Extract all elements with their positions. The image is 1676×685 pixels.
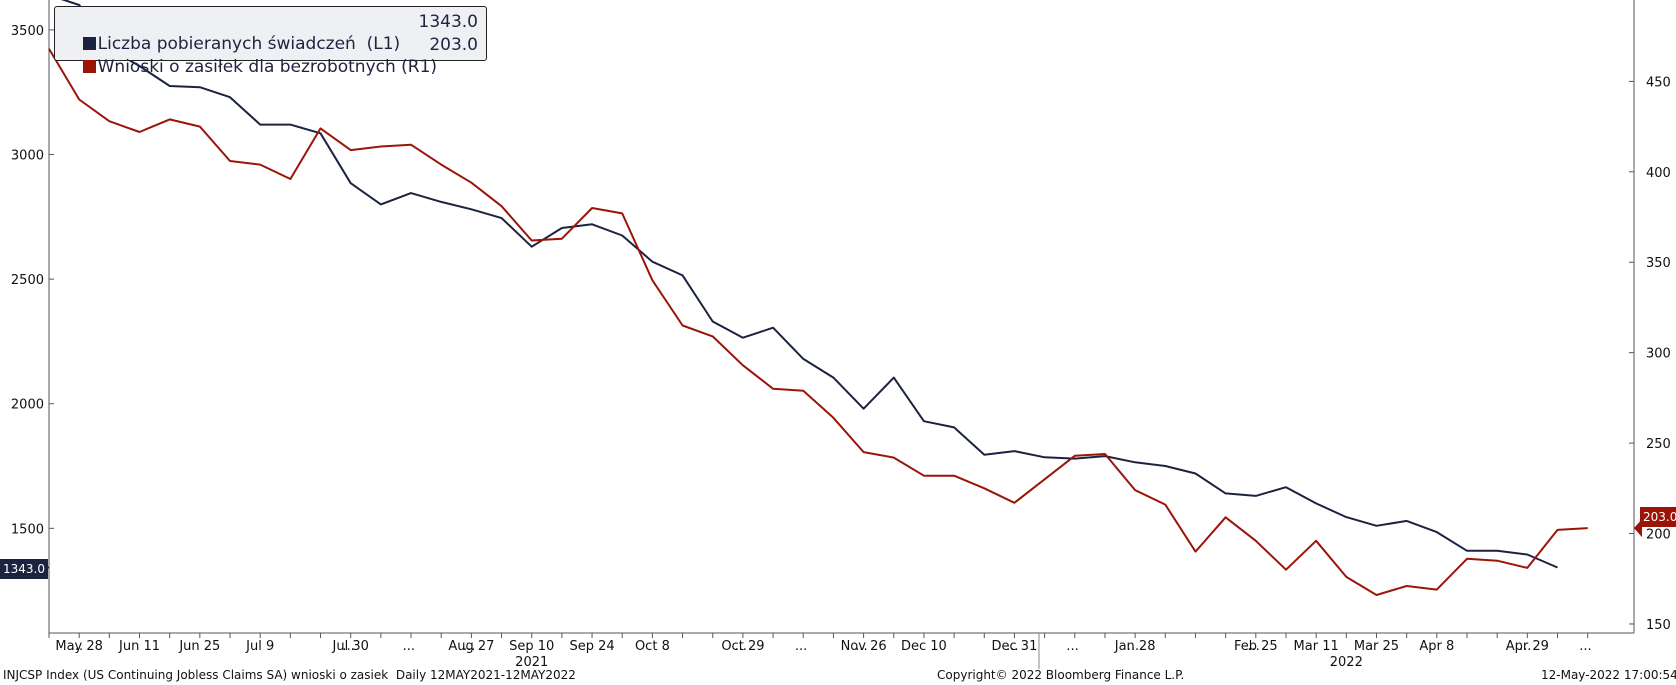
x-tick-label: Aug 27 (448, 639, 494, 654)
x-tick-label: Apr 29 (1506, 639, 1549, 654)
x-tick-label: Dec 10 (901, 639, 947, 654)
axes (44, 0, 1642, 669)
last-value-badge-left: 1343.0 (0, 559, 48, 579)
x-year-label: 2021 (515, 655, 548, 670)
x-tick-label: May 28 (55, 639, 103, 654)
y-right-tick-label: 400 (1646, 166, 1671, 181)
x-tick-ellipsis: ... (735, 639, 747, 654)
x-tick-label: Jul 30 (332, 639, 369, 654)
tick-labels: 1500 2000 2500 3000 3500 150 200 250 300 350 400 45… (11, 24, 1671, 670)
y-right-tick-label: 300 (1646, 347, 1671, 362)
y-right-tick-label: 200 (1646, 528, 1671, 543)
legend-entry-r1: Wnioski o zasiłek dla bezrobotnych (R1) (61, 34, 437, 77)
x-tick-label: Oct 29 (721, 639, 764, 654)
x-tick-ellipsis: ... (1519, 639, 1531, 654)
x-tick-label: Nov 26 (841, 639, 887, 654)
x-tick-label: Feb 25 (1234, 639, 1278, 654)
x-tick-label: Mar 25 (1354, 639, 1399, 654)
legend-label-r1: Wnioski o zasiłek dla bezrobotnych (R1) (97, 57, 438, 77)
legend-entry-l1: Liczba pobieranych świadczeń (L1) (61, 11, 400, 54)
x-tick-label: Dec 31 (992, 639, 1038, 654)
x-tick-ellipsis: ... (342, 639, 354, 654)
legend-swatch-l1 (82, 37, 96, 50)
y-right-tick-label: 450 (1646, 75, 1671, 90)
x-tick-ellipsis: ... (71, 639, 83, 654)
legend-value-r1: 203.0 (429, 35, 478, 55)
x-tick-ellipsis: ... (855, 639, 867, 654)
y-right-tick-label: 150 (1646, 618, 1671, 633)
x-tick-ellipsis: ... (463, 639, 475, 654)
x-tick-ellipsis: ... (795, 639, 807, 654)
x-tick-label: Jan 28 (1114, 639, 1156, 654)
series-layer (48, 0, 1588, 596)
legend: Liczba pobieranych świadczeń (L1) 1343.0… (54, 6, 487, 77)
x-tick-label: Sep 10 (509, 639, 554, 654)
series-line-1 (60, 0, 1558, 569)
y-left-tick-label: 1500 (11, 522, 44, 537)
x-tick-label: Jun 25 (178, 639, 220, 654)
x-year-label: 2022 (1330, 655, 1363, 670)
x-tick-label: Jun 11 (118, 639, 160, 654)
y-right-tick-label: 250 (1646, 437, 1671, 452)
x-tick-ellipsis: ... (403, 639, 415, 654)
y-left-tick-label: 3000 (11, 149, 44, 164)
y-left-tick-label: 3500 (11, 24, 44, 39)
y-left-tick-label: 2000 (11, 398, 44, 413)
x-tick-label: Jul 9 (245, 639, 274, 654)
legend-value-l1: 1343.0 (418, 12, 478, 32)
last-value-badge-right: 203.0 (1640, 507, 1676, 527)
y-left-tick-label: 2500 (11, 273, 44, 288)
footer-source: INJCSP Index (US Continuing Jobless Clai… (3, 668, 576, 682)
x-tick-label: Apr 8 (1419, 639, 1454, 654)
x-tick-ellipsis: ... (1247, 639, 1259, 654)
y-right-tick-label: 350 (1646, 256, 1671, 271)
footer-timestamp: 12-May-2022 17:00:54 (1541, 668, 1676, 682)
x-tick-ellipsis: ... (1127, 639, 1139, 654)
series-line-2 (48, 48, 1588, 596)
x-tick-ellipsis: ... (1006, 639, 1018, 654)
legend-swatch-r1 (82, 60, 96, 73)
x-tick-label: Mar 11 (1294, 639, 1339, 654)
footer-copyright: Copyright© 2022 Bloomberg Finance L.P. (937, 668, 1185, 682)
x-tick-ellipsis: ... (1579, 639, 1591, 654)
x-tick-ellipsis: ... (1066, 639, 1078, 654)
legend-label-l1: Liczba pobieranych świadczeń (L1) (97, 34, 401, 54)
x-tick-label: Oct 8 (635, 639, 670, 654)
x-tick-label: Sep 24 (569, 639, 614, 654)
